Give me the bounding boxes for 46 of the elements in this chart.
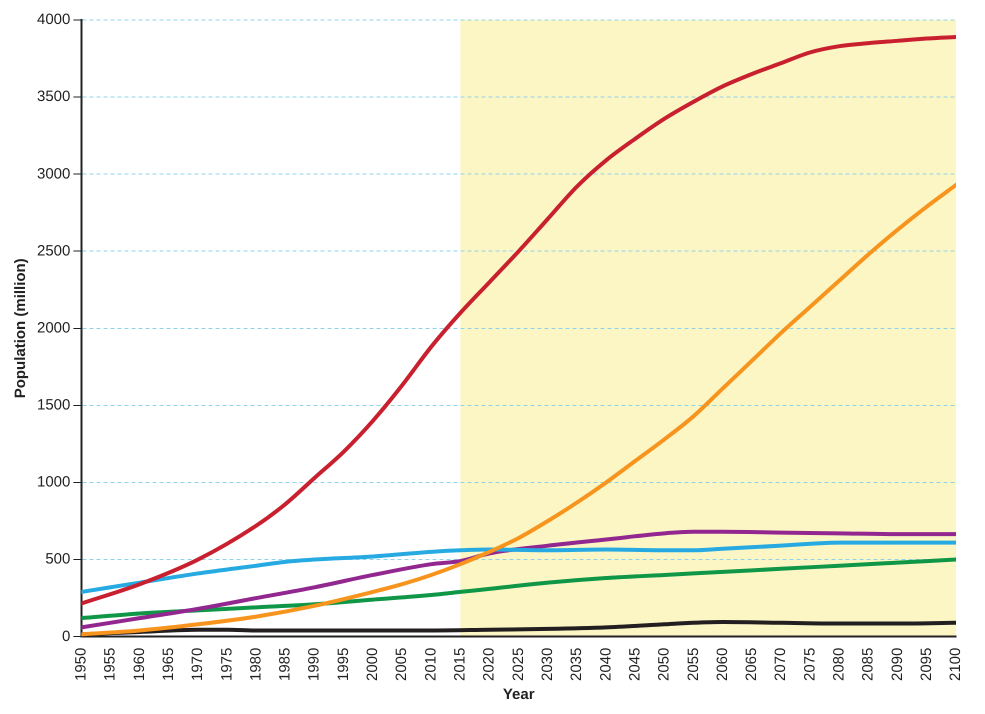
y-tick-label: 0 bbox=[62, 628, 70, 645]
x-tick-label: 2085 bbox=[860, 648, 877, 682]
x-tick-label: 1975 bbox=[218, 648, 236, 682]
y-tick-label: 2000 bbox=[36, 319, 70, 336]
y-tick-label: 2500 bbox=[36, 242, 70, 260]
x-tick-label: 1980 bbox=[247, 648, 264, 682]
x-tick-label: 2025 bbox=[510, 648, 527, 682]
y-tick-label: 1500 bbox=[36, 396, 70, 414]
x-tick-label: 2090 bbox=[888, 648, 906, 682]
x-tick-label: 2050 bbox=[656, 648, 673, 682]
x-tick-label: 2095 bbox=[918, 648, 935, 682]
x-tick-label: 1960 bbox=[130, 648, 148, 682]
x-tick-label: 2035 bbox=[568, 648, 586, 682]
x-tick-label: 2040 bbox=[597, 648, 614, 682]
y-tick-label: 3500 bbox=[36, 88, 70, 106]
line-series bbox=[81, 530, 956, 630]
x-axis-title: Year bbox=[502, 686, 535, 704]
line-series bbox=[81, 34, 956, 606]
x-tick-label: 2065 bbox=[743, 648, 760, 682]
y-tick-label: 500 bbox=[45, 550, 70, 568]
x-tick-label: 2055 bbox=[684, 648, 702, 682]
x-tick-label: 2020 bbox=[480, 648, 498, 682]
x-tick-label: 2070 bbox=[772, 648, 790, 682]
x-tick-label: 2015 bbox=[452, 648, 469, 682]
line-series bbox=[81, 540, 956, 594]
x-tick-label: 1970 bbox=[189, 648, 206, 682]
x-tick-label: 1995 bbox=[334, 648, 352, 682]
x-tick-label: 2030 bbox=[538, 648, 556, 682]
x-tick-label: 2080 bbox=[830, 648, 848, 682]
x-tick-label: 2100 bbox=[947, 648, 964, 682]
x-tick-label: 2060 bbox=[714, 648, 731, 682]
x-tick-label: 2000 bbox=[364, 648, 382, 682]
x-tick-label: 1985 bbox=[276, 648, 294, 682]
x-tick-label: 1950 bbox=[72, 648, 90, 682]
y-tick-label: 4000 bbox=[36, 11, 70, 28]
y-tick-label: 3000 bbox=[36, 165, 70, 182]
x-tick-label: 1965 bbox=[160, 648, 177, 682]
x-tick-label: 1990 bbox=[306, 648, 323, 682]
y-axis-title: Population (million) bbox=[12, 258, 30, 398]
y-tick-label: 1000 bbox=[36, 474, 70, 491]
x-tick-label: 1955 bbox=[102, 648, 119, 682]
x-tick-label: 2010 bbox=[422, 648, 440, 682]
x-tick-label: 2005 bbox=[393, 648, 410, 682]
x-tick-label: 2045 bbox=[626, 648, 644, 682]
line-series bbox=[81, 558, 956, 620]
x-tick-label: 2075 bbox=[801, 648, 818, 682]
